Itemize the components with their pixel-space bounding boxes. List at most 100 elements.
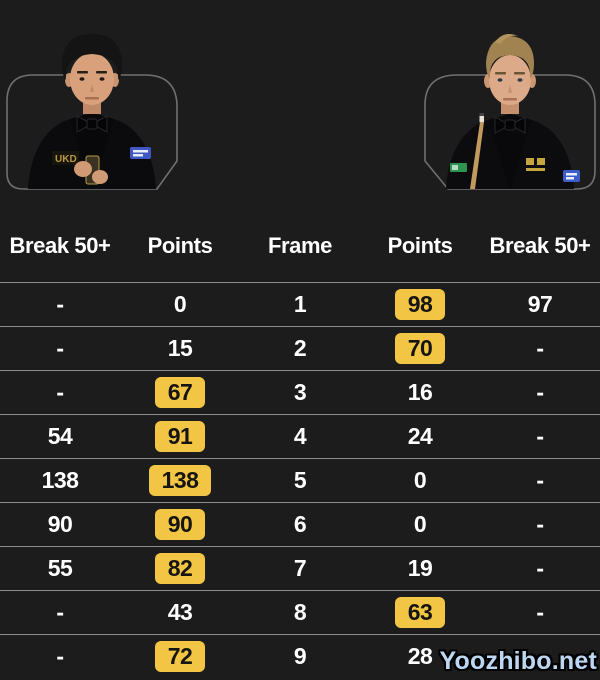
left-break-cell: 138 — [0, 465, 120, 496]
table-row: - 15 2 70 - — [0, 326, 600, 370]
right-break-cell: - — [480, 333, 600, 364]
left-points-cell: 67 — [120, 377, 240, 408]
column-header-right-break: Break 50+ — [489, 233, 591, 258]
left-break-value: - — [56, 335, 64, 361]
left-points-value: 0 — [173, 291, 187, 317]
column-header-frame: Frame — [267, 233, 333, 258]
left-break-cell: - — [0, 377, 120, 408]
right-points-cell: 63 — [360, 597, 480, 628]
column-header-right-points: Points — [387, 233, 453, 258]
player-right-photo — [400, 0, 600, 210]
watermark: Yoozhibo.net — [439, 647, 597, 675]
right-points-value: 98 — [394, 289, 446, 320]
right-points-cell: 98 — [360, 289, 480, 320]
frame-number-value: 7 — [293, 555, 307, 581]
right-points-cell: 0 — [360, 509, 480, 540]
left-break-cell: - — [0, 333, 120, 364]
left-points-value: 72 — [154, 641, 206, 672]
table-row: - 67 3 16 - — [0, 370, 600, 414]
left-points-cell: 138 — [120, 465, 240, 496]
left-points-value: 67 — [154, 377, 206, 408]
left-points-value: 91 — [154, 421, 206, 452]
left-points-cell: 43 — [120, 597, 240, 628]
left-points-value: 138 — [148, 465, 212, 496]
table-row: 138 138 5 0 - — [0, 458, 600, 502]
left-break-value: - — [56, 599, 64, 625]
frame-number-cell: 4 — [240, 421, 360, 452]
frame-number-cell: 3 — [240, 377, 360, 408]
left-break-value: 55 — [47, 555, 73, 581]
left-break-cell: - — [0, 641, 120, 672]
right-break-value: - — [536, 423, 544, 449]
right-points-cell: 16 — [360, 377, 480, 408]
right-break-value: - — [536, 555, 544, 581]
right-points-value: 16 — [407, 379, 433, 405]
frame-number-value: 8 — [293, 599, 307, 625]
table-header-row: Break 50+ Points Frame Points Break 50+ — [0, 210, 600, 282]
left-points-cell: 91 — [120, 421, 240, 452]
right-break-cell: - — [480, 553, 600, 584]
right-break-value: - — [536, 335, 544, 361]
left-break-value: - — [56, 379, 64, 405]
left-break-value: 90 — [47, 511, 73, 537]
players-section: UKD — [0, 0, 600, 210]
left-points-value: 90 — [154, 509, 206, 540]
left-break-value: - — [56, 643, 64, 669]
left-break-value: 138 — [41, 467, 79, 493]
table-row: - 0 1 98 97 — [0, 282, 600, 326]
right-points-value: 0 — [413, 467, 427, 493]
right-break-value: - — [536, 511, 544, 537]
right-points-cell: 0 — [360, 465, 480, 496]
frame-number-value: 9 — [293, 643, 307, 669]
right-points-cell: 28 — [360, 641, 480, 672]
player-left-portrait-icon: UKD — [6, 34, 178, 190]
frame-number-value: 6 — [293, 511, 307, 537]
frame-number-cell: 5 — [240, 465, 360, 496]
right-break-cell: - — [480, 421, 600, 452]
frame-number-value: 5 — [293, 467, 307, 493]
frame-number-value: 2 — [293, 335, 307, 361]
left-break-cell: - — [0, 597, 120, 628]
table-row: 55 82 7 19 - — [0, 546, 600, 590]
right-points-value: 19 — [407, 555, 433, 581]
right-points-value: 28 — [407, 643, 433, 669]
left-points-cell: 82 — [120, 553, 240, 584]
left-break-cell: - — [0, 289, 120, 320]
column-header-left-break: Break 50+ — [9, 233, 111, 258]
table-row: - 43 8 63 - — [0, 590, 600, 634]
right-points-value: 70 — [394, 333, 446, 364]
left-points-value: 15 — [167, 335, 193, 361]
table-body: - 0 1 98 97 - 15 2 70 - - 67 3 16 - 54 9… — [0, 282, 600, 678]
frame-number-value: 1 — [293, 291, 307, 317]
left-points-cell: 90 — [120, 509, 240, 540]
right-points-value: 63 — [394, 597, 446, 628]
left-points-cell: 15 — [120, 333, 240, 364]
frame-number-cell: 7 — [240, 553, 360, 584]
frame-number-value: 3 — [293, 379, 307, 405]
left-break-cell: 55 — [0, 553, 120, 584]
table-row: 90 90 6 0 - — [0, 502, 600, 546]
right-break-cell: - — [480, 509, 600, 540]
right-break-cell: 97 — [480, 289, 600, 320]
right-points-value: 24 — [407, 423, 433, 449]
left-break-value: 54 — [47, 423, 73, 449]
right-break-value: - — [536, 467, 544, 493]
left-break-cell: 54 — [0, 421, 120, 452]
table-row: - 72 9 28 — [0, 634, 600, 678]
frame-number-value: 4 — [293, 423, 307, 449]
right-break-value: - — [536, 379, 544, 405]
right-points-cell: 70 — [360, 333, 480, 364]
right-break-cell: - — [480, 465, 600, 496]
frame-number-cell: 9 — [240, 641, 360, 672]
left-player-patch-text: UKD — [55, 154, 77, 165]
table-row: 54 91 4 24 - — [0, 414, 600, 458]
right-break-cell: - — [480, 597, 600, 628]
frame-number-cell: 6 — [240, 509, 360, 540]
column-header-left-points: Points — [147, 233, 213, 258]
right-break-value: - — [536, 599, 544, 625]
frame-number-cell: 2 — [240, 333, 360, 364]
left-break-cell: 90 — [0, 509, 120, 540]
frame-number-cell: 8 — [240, 597, 360, 628]
right-points-cell: 19 — [360, 553, 480, 584]
